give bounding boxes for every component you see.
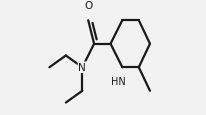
Text: HN: HN xyxy=(111,76,125,86)
Text: N: N xyxy=(78,63,86,73)
Text: O: O xyxy=(84,1,92,11)
